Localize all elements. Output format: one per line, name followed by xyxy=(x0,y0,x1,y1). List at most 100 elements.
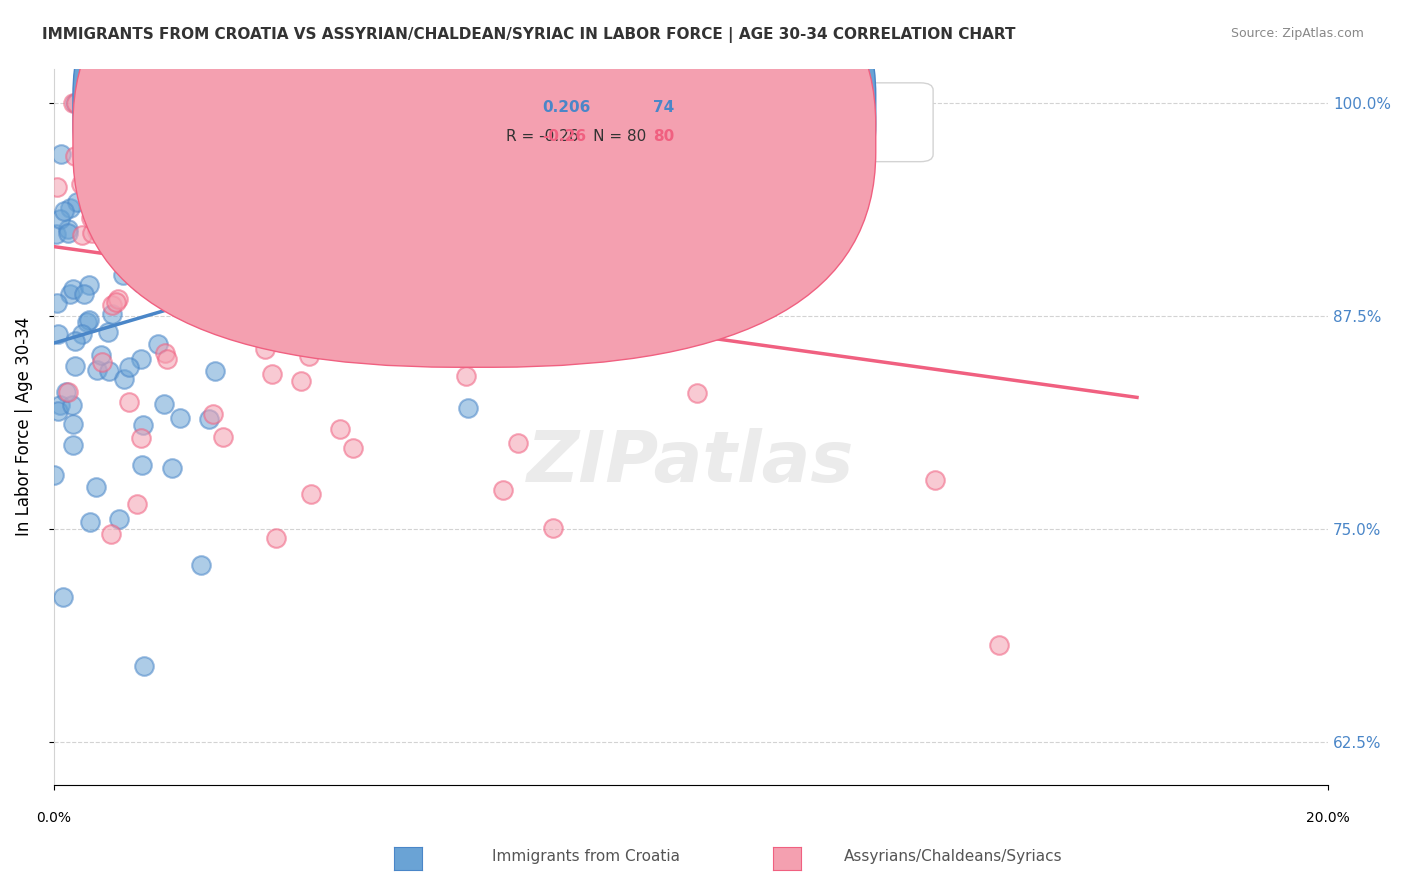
Point xyxy=(70,178,93,192)
Point xyxy=(201,221,224,235)
Point xyxy=(59,201,82,215)
Point xyxy=(232,249,254,263)
Point xyxy=(79,515,101,529)
Point xyxy=(253,133,276,147)
Point xyxy=(508,435,530,450)
Point xyxy=(86,224,108,238)
Point xyxy=(454,369,477,384)
Point xyxy=(136,95,159,110)
Point xyxy=(100,297,122,311)
Point xyxy=(58,222,80,236)
Point xyxy=(136,145,159,160)
FancyBboxPatch shape xyxy=(73,0,876,339)
Point xyxy=(62,437,84,451)
Text: Assyrians/Chaldeans/Syriacs: Assyrians/Chaldeans/Syriacs xyxy=(844,849,1062,863)
Text: Immigrants from Croatia: Immigrants from Croatia xyxy=(492,849,681,863)
Text: -0.26: -0.26 xyxy=(541,129,586,145)
Text: ZIPatlas: ZIPatlas xyxy=(527,428,855,497)
Point xyxy=(46,326,69,341)
Point xyxy=(77,277,100,292)
Point xyxy=(308,239,330,253)
Text: R =  0.206   N = 74: R = 0.206 N = 74 xyxy=(506,101,655,115)
Point xyxy=(172,299,194,313)
Point xyxy=(377,260,399,274)
Point xyxy=(124,185,146,199)
Point xyxy=(287,274,309,288)
Point xyxy=(129,351,152,366)
Point xyxy=(105,294,128,309)
Point xyxy=(146,337,169,351)
Point xyxy=(153,346,176,360)
Point xyxy=(262,169,284,184)
Point xyxy=(457,401,479,416)
Point xyxy=(86,363,108,377)
Point xyxy=(329,308,352,322)
Point xyxy=(186,240,208,254)
Point xyxy=(75,174,97,188)
Point xyxy=(56,384,79,399)
Point xyxy=(72,326,94,341)
Point xyxy=(80,95,103,110)
Point xyxy=(235,304,257,318)
Point xyxy=(239,225,262,239)
Text: R = -0.26   N = 80: R = -0.26 N = 80 xyxy=(506,129,647,145)
Point xyxy=(271,234,294,248)
Point xyxy=(63,95,86,110)
Text: 0.206: 0.206 xyxy=(541,101,591,115)
Point xyxy=(249,95,271,110)
Point xyxy=(62,95,84,110)
Point xyxy=(326,332,349,346)
Point xyxy=(188,95,211,110)
Point xyxy=(214,295,236,310)
Point xyxy=(526,263,548,277)
Point xyxy=(82,226,104,240)
Point xyxy=(329,422,352,436)
Point xyxy=(207,299,229,313)
Point xyxy=(118,394,141,409)
Point xyxy=(257,250,280,264)
Point xyxy=(308,123,330,137)
Point xyxy=(63,334,86,348)
Point xyxy=(101,307,124,321)
Point xyxy=(108,512,131,526)
Point xyxy=(91,355,114,369)
Point xyxy=(166,273,188,287)
Point xyxy=(59,287,82,301)
Point xyxy=(48,399,70,413)
Point xyxy=(326,209,349,223)
Point xyxy=(184,216,207,230)
Point xyxy=(51,146,73,161)
Point xyxy=(112,372,135,386)
Point xyxy=(212,430,235,444)
Point xyxy=(58,226,80,240)
Point xyxy=(686,385,709,400)
Point xyxy=(333,174,356,188)
Point xyxy=(190,558,212,573)
Point xyxy=(264,531,287,545)
Point xyxy=(76,315,98,329)
Point xyxy=(298,350,321,364)
Point xyxy=(44,468,66,483)
Text: Source: ZipAtlas.com: Source: ZipAtlas.com xyxy=(1230,27,1364,40)
Point xyxy=(311,95,333,110)
Point xyxy=(330,127,353,141)
Text: IMMIGRANTS FROM CROATIA VS ASSYRIAN/CHALDEAN/SYRIAC IN LABOR FORCE | AGE 30-34 C: IMMIGRANTS FROM CROATIA VS ASSYRIAN/CHAL… xyxy=(42,27,1015,43)
Point xyxy=(924,473,946,487)
Point xyxy=(292,232,315,246)
Point xyxy=(143,203,166,218)
Point xyxy=(465,143,488,157)
Point xyxy=(60,398,83,412)
Point xyxy=(204,364,226,378)
Point xyxy=(128,118,150,132)
Point xyxy=(131,458,153,472)
Point xyxy=(129,431,152,445)
Point xyxy=(267,247,290,261)
Point xyxy=(156,351,179,366)
Point xyxy=(162,219,184,234)
Point xyxy=(128,113,150,128)
FancyBboxPatch shape xyxy=(73,0,876,368)
Point xyxy=(114,110,136,124)
Text: 20.0%: 20.0% xyxy=(1306,811,1350,824)
Point xyxy=(243,95,266,110)
Point xyxy=(127,497,149,511)
